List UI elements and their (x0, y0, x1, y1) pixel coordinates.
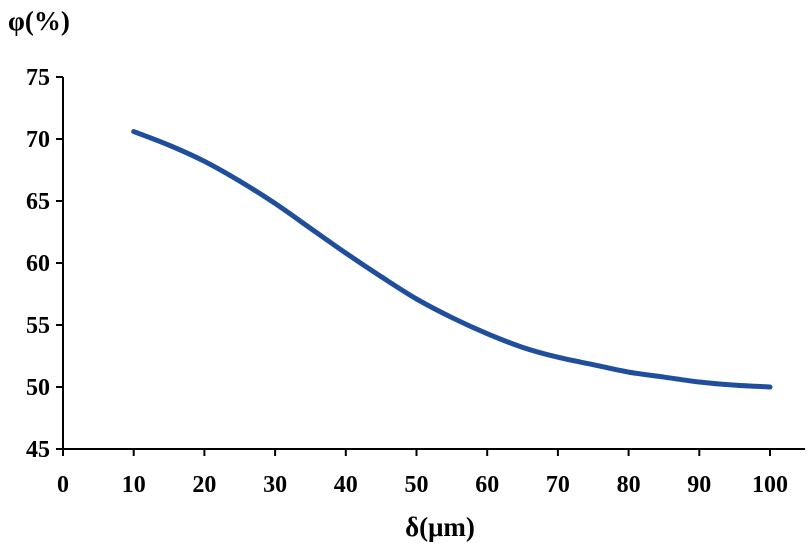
x-tick-label: 50 (405, 472, 429, 498)
y-tick-label: 65 (26, 189, 50, 215)
series-layer (131, 129, 773, 390)
y-tick-label: 70 (26, 127, 50, 153)
x-axis-title: δ(μm) (405, 512, 475, 542)
x-tick-label: 20 (192, 472, 216, 498)
x-tick-label: 80 (617, 472, 641, 498)
x-tick-label: 60 (475, 472, 499, 498)
x-tick-label: 0 (57, 472, 69, 498)
y-tick-label: 50 (26, 375, 50, 401)
x-tick-label: 40 (334, 472, 358, 498)
y-tick-label: 55 (26, 313, 50, 339)
y-ticks: 45 50 55 60 65 70 75 (26, 65, 63, 463)
x-tick-label: 70 (546, 472, 570, 498)
x-tick-label: 10 (122, 472, 146, 498)
y-tick-label: 45 (26, 437, 50, 463)
y-tick-label: 75 (26, 65, 50, 91)
x-tick-label: 100 (752, 472, 788, 498)
y-axis-title: φ(%) (8, 6, 70, 36)
x-tick-label: 90 (687, 472, 711, 498)
x-ticks: 0 10 20 30 40 50 60 70 80 90 100 (57, 449, 788, 498)
x-tick-label: 30 (263, 472, 287, 498)
series-line-0 (131, 129, 773, 390)
y-tick-label: 60 (26, 251, 50, 277)
